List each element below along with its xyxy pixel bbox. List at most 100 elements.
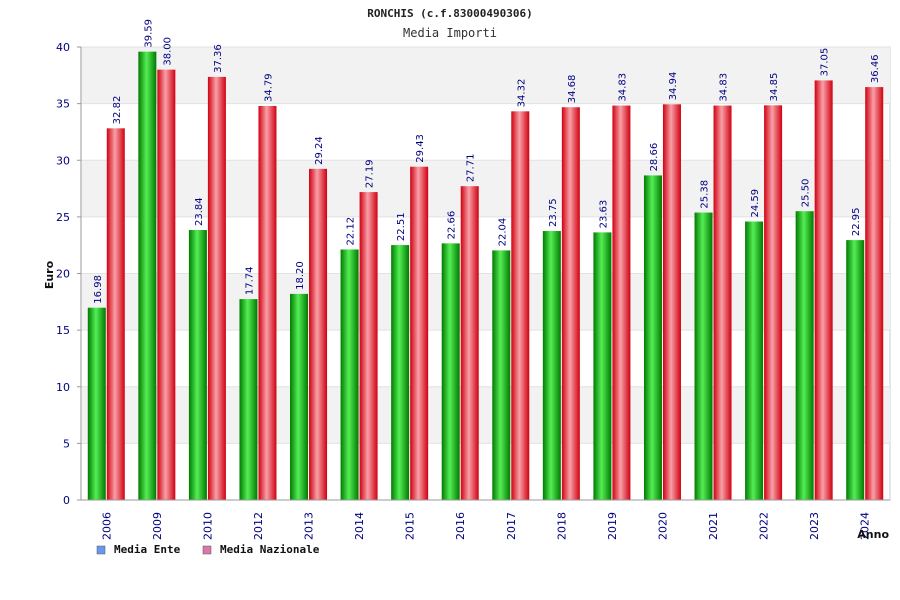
- bars: [87, 51, 884, 501]
- legend-swatch-media-ente: [96, 545, 106, 555]
- bar-media-nazionale: [410, 166, 429, 500]
- y-tick-label: 0: [63, 494, 70, 507]
- x-tick-label: 2017: [505, 512, 518, 540]
- x-tick-label: 2021: [707, 512, 720, 540]
- x-tick-label: 2018: [555, 512, 568, 540]
- x-tick-label: 2019: [606, 512, 619, 540]
- bar-media-ente: [441, 243, 460, 501]
- bar-media-nazionale: [207, 76, 226, 500]
- data-label-media-ente: 22.12: [346, 217, 357, 246]
- data-label-media-nazionale: 27.19: [365, 159, 376, 188]
- x-tick-label: 2010: [201, 512, 214, 540]
- bar-media-nazionale: [764, 105, 783, 500]
- bar-media-nazionale: [460, 186, 479, 500]
- data-label-media-ente: 22.66: [447, 211, 458, 240]
- data-label-media-ente: 24.59: [750, 189, 761, 218]
- bar-media-ente: [391, 245, 410, 500]
- bar-media-nazionale: [814, 80, 833, 500]
- y-tick-label: 25: [56, 211, 70, 224]
- data-label-media-nazionale: 27.71: [466, 154, 477, 183]
- x-tick-label: 2014: [353, 512, 366, 540]
- bar-media-nazionale: [612, 105, 631, 501]
- data-label-media-ente: 23.75: [548, 198, 559, 227]
- data-label-media-nazionale: 34.83: [719, 73, 730, 102]
- data-label-media-nazionale: 37.36: [213, 44, 224, 73]
- data-label-media-nazionale: 29.43: [415, 134, 426, 163]
- x-tick-label: 2016: [454, 512, 467, 540]
- x-axis-ticks: 2006 2009 2010 2012 2013 2014 2015 2016 2017 2018…: [100, 512, 871, 540]
- data-label-media-ente: 17.74: [244, 266, 255, 295]
- x-tick-label: 2024: [859, 512, 872, 540]
- bar-media-ente: [239, 299, 258, 500]
- bar-media-nazionale: [511, 111, 530, 501]
- data-label-media-ente: 18.20: [295, 261, 306, 290]
- chart-subtitle: Media Importi: [403, 26, 497, 40]
- data-label-media-ente: 23.63: [598, 200, 609, 229]
- data-label-media-ente: 22.95: [851, 207, 862, 236]
- x-tick-label: 2009: [151, 512, 164, 540]
- y-tick-label: 10: [56, 381, 70, 394]
- y-axis-ticks: 0 5 10 15 20 25 30 35 40: [56, 41, 81, 507]
- bar-media-ente: [542, 231, 561, 500]
- chart-title: RONCHIS (c.f.83000490306): [367, 7, 533, 20]
- bar-media-nazionale: [662, 104, 681, 500]
- y-tick-label: 30: [56, 154, 70, 167]
- y-axis-label: Euro: [43, 260, 56, 289]
- data-label-media-ente: 22.51: [396, 212, 407, 241]
- bar-media-nazionale: [561, 107, 580, 501]
- legend-swatch-media-nazionale: [202, 545, 212, 555]
- data-label-media-nazionale: 36.46: [870, 54, 881, 83]
- bar-media-ente: [290, 293, 309, 500]
- bar-media-ente: [846, 240, 865, 500]
- data-label-media-ente: 39.59: [143, 19, 154, 48]
- data-label-media-nazionale: 34.79: [263, 73, 274, 102]
- x-tick-label: 2020: [656, 512, 669, 540]
- bar-media-ente: [593, 232, 612, 500]
- x-tick-label: 2013: [303, 512, 316, 540]
- y-tick-label: 40: [56, 41, 70, 54]
- data-label-media-nazionale: 34.85: [769, 73, 780, 102]
- data-label-media-nazionale: 34.68: [567, 75, 578, 104]
- data-label-media-nazionale: 29.24: [314, 136, 325, 165]
- y-tick-label: 5: [63, 437, 70, 450]
- data-labels: 16.98 32.82 39.59 38.00 23.84 37.36 17.74 34.79…: [93, 19, 881, 304]
- data-label-media-nazionale: 38.00: [162, 37, 173, 66]
- data-label-media-ente: 25.38: [700, 180, 711, 209]
- x-axis-label: Anno: [857, 528, 889, 541]
- bar-media-nazionale: [258, 106, 277, 501]
- bar-media-ente: [795, 211, 814, 500]
- bar-media-nazionale: [865, 87, 884, 500]
- x-tick-label: 2015: [404, 512, 417, 540]
- x-tick-label: 2022: [758, 512, 771, 540]
- bar-media-ente: [643, 175, 662, 500]
- y-tick-label: 20: [56, 268, 70, 281]
- bar-media-ente: [138, 51, 157, 500]
- legend-label-media-nazionale: Media Nazionale: [220, 543, 320, 556]
- y-tick-label: 15: [56, 324, 70, 337]
- data-label-media-ente: 23.84: [194, 197, 205, 226]
- bar-media-ente: [694, 212, 713, 500]
- bar-media-nazionale: [106, 128, 125, 500]
- legend-label-media-ente: Media Ente: [114, 543, 181, 556]
- data-label-media-ente: 16.98: [93, 275, 104, 304]
- data-label-media-nazionale: 37.05: [820, 48, 831, 77]
- data-label-media-ente: 25.50: [801, 179, 812, 208]
- bar-media-ente: [188, 230, 207, 500]
- bar-media-nazionale: [713, 105, 732, 501]
- data-label-media-nazionale: 34.94: [668, 72, 679, 101]
- data-label-media-nazionale: 32.82: [112, 96, 123, 125]
- legend: Media Ente Media Nazionale: [96, 543, 320, 556]
- bar-media-ente: [87, 307, 106, 500]
- x-tick-label: 2023: [808, 512, 821, 540]
- data-label-media-ente: 28.66: [649, 143, 660, 172]
- bar-media-nazionale: [359, 192, 378, 501]
- bar-media-nazionale: [309, 168, 328, 500]
- x-tick-label: 2006: [100, 512, 113, 540]
- data-label-media-ente: 22.04: [497, 218, 508, 247]
- bar-media-nazionale: [157, 69, 176, 501]
- y-tick-label: 35: [56, 98, 70, 111]
- bar-media-ente: [745, 221, 764, 500]
- data-label-media-nazionale: 34.32: [516, 79, 527, 108]
- x-tick-label: 2012: [252, 512, 265, 540]
